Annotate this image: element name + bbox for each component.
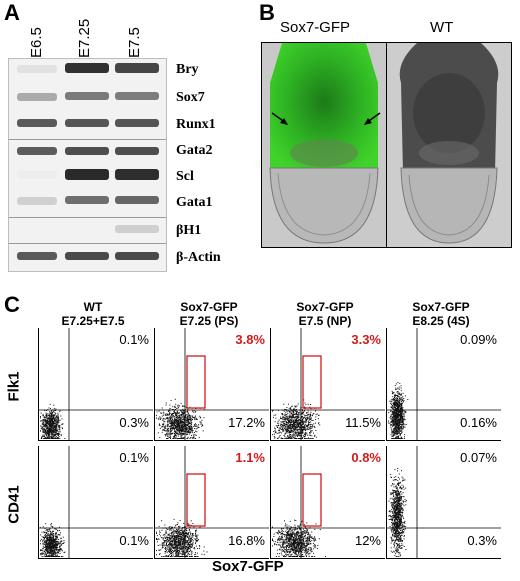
scatter-dots (39, 446, 153, 558)
scatter-dots (155, 328, 269, 440)
flow-plot-cd41-1: 0.1% 0.1% (38, 446, 153, 559)
band-gata1-e75 (115, 196, 159, 204)
panel-a-letter: A (4, 0, 20, 25)
band-gata2-e75 (115, 147, 159, 155)
embryo-image-sox7-gfp (261, 42, 387, 248)
band-runx1-e65 (17, 119, 57, 127)
band-gata1-e725 (65, 196, 109, 204)
band-sox7-e725 (65, 92, 109, 100)
col-title-e725: Sox7-GFP E7.25 (PS) (179, 300, 239, 328)
col-title-e825: Sox7-GFP E8.25 (4S) (412, 300, 470, 328)
band-actin-e725 (65, 252, 109, 260)
flow-plot-flk1-4: 0.09% 0.16% (386, 328, 501, 441)
scatter-dots (39, 328, 153, 440)
band-actin-e75 (115, 252, 159, 260)
quadrant-lower-right-value: 16.8% (228, 533, 265, 548)
flow-plot-flk1-3: 3.3% 11.5% (270, 328, 385, 441)
quadrant-upper-right-value: 0.1% (119, 450, 149, 465)
gene-label-bh1: βH1 (176, 223, 202, 238)
scatter-dots (271, 328, 385, 440)
band-scl-e725 (65, 169, 109, 180)
scatter-dots (387, 328, 501, 440)
lane-label-e75: E7.5 (126, 27, 143, 58)
quadrant-upper-right-value: 3.3% (351, 332, 381, 347)
band-bry-e75 (115, 63, 159, 73)
band-scl-e65 (17, 171, 57, 179)
band-scl-e75 (115, 169, 159, 180)
gate-box (302, 473, 322, 527)
y-axis-label-flk1: Flk1 (5, 371, 23, 402)
band-gata2-e65 (17, 147, 57, 155)
flow-plot-flk1-2: 3.8% 17.2% (154, 328, 269, 441)
quadrant-lower-right-value: 17.2% (228, 415, 265, 430)
band-sox7-e75 (115, 92, 159, 100)
band-sox7-e65 (17, 93, 57, 101)
lane-label-e725: E7.25 (76, 18, 93, 58)
lane-label-e65: E6.5 (28, 27, 45, 58)
panel-b-letter: B (259, 0, 275, 25)
embryo-image-wt (386, 42, 512, 248)
gel-image (8, 58, 167, 272)
band-gata2-e725 (65, 147, 109, 155)
gate-box (186, 473, 206, 527)
band-bh1-e75 (115, 225, 159, 233)
scatter-dots (387, 446, 501, 558)
quadrant-upper-right-value: 0.1% (119, 332, 149, 347)
scatter-dots (155, 446, 269, 558)
gene-label-runx1: Runx1 (176, 117, 216, 132)
gene-label-gata2: Gata2 (176, 143, 213, 158)
quadrant-upper-right-value: 0.09% (460, 332, 497, 347)
quadrant-upper-right-value: 0.07% (460, 450, 497, 465)
quadrant-lower-right-value: 11.5% (345, 415, 381, 430)
col-title-e75: Sox7-GFP E7.5 (NP) (296, 300, 354, 328)
quadrant-upper-right-value: 0.8% (351, 450, 381, 465)
gate-box (302, 355, 322, 409)
quadrant-lower-right-value: 0.3% (119, 415, 149, 430)
quadrant-lower-right-value: 0.3% (467, 533, 497, 548)
flow-plot-flk1-1: 0.1% 0.3% (38, 328, 153, 441)
band-bry-e725 (65, 63, 109, 73)
gene-label-sox7: Sox7 (176, 90, 205, 105)
gene-label-scl: Scl (176, 169, 194, 184)
quadrant-lower-right-value: 0.16% (460, 415, 497, 430)
flow-plot-cd41-3: 0.8% 12% (270, 446, 385, 559)
label-sox7-gfp: Sox7-GFP (280, 19, 351, 36)
band-actin-e65 (17, 252, 57, 260)
quadrant-upper-right-value: 3.8% (235, 332, 265, 347)
gene-label-gata1: Gata1 (176, 195, 213, 210)
band-gata1-e65 (17, 197, 57, 205)
flow-plot-cd41-2: 1.1% 16.8% (154, 446, 269, 559)
y-axis-label-cd41: CD41 (5, 485, 23, 524)
band-bry-e65 (17, 65, 57, 73)
gate-box (186, 355, 206, 409)
scatter-dots (271, 446, 385, 558)
band-runx1-e75 (115, 119, 159, 127)
flow-plot-cd41-4: 0.07% 0.3% (386, 446, 501, 559)
gene-label-bry: Bry (176, 62, 199, 77)
x-axis-label: Sox7-GFP (212, 558, 284, 575)
band-runx1-e725 (65, 119, 109, 127)
quadrant-lower-right-value: 0.1% (119, 533, 149, 548)
quadrant-upper-right-value: 1.1% (235, 450, 265, 465)
panel-c-letter: C (4, 292, 20, 317)
quadrant-lower-right-value: 12% (354, 533, 381, 548)
label-wt: WT (430, 19, 454, 36)
col-title-wt: WT E7.25+E7.5 (61, 300, 125, 328)
gene-label-b-actin: β-Actin (176, 250, 221, 265)
